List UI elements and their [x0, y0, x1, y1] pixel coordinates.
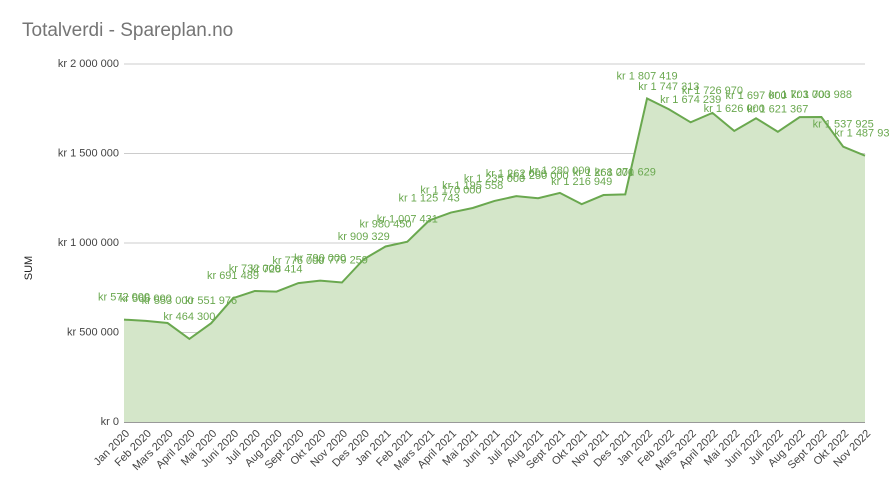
data-label: kr 776 000: [272, 255, 324, 267]
data-label: kr 1 250 000: [508, 170, 569, 182]
data-label: kr 1 216 949: [551, 176, 612, 188]
data-label: kr 1 697 000: [725, 90, 786, 102]
y-tick-label: kr 1 000 000: [58, 237, 119, 249]
data-label: kr 565 000: [120, 293, 172, 305]
data-label: kr 1 703 000: [769, 89, 830, 101]
data-label: kr 1 537 925: [813, 119, 874, 131]
area-line: [123, 97, 866, 341]
data-label: kr 691 489: [207, 270, 259, 282]
chart-title: Totalverdi - Spareplan.no: [22, 20, 233, 41]
data-label: kr 572 000: [98, 292, 150, 304]
data-label: kr 1 726 970: [682, 85, 743, 97]
data-label: kr 1 007 431: [377, 214, 438, 226]
y-tick-label: kr 1 500 000: [58, 147, 119, 159]
data-label: kr 1 195 558: [442, 180, 503, 192]
data-label: kr 1 621 367: [747, 104, 808, 116]
data-label: kr 732 000: [229, 263, 281, 275]
data-label: kr 1 626 000: [704, 103, 765, 115]
data-label: kr 1 268 000: [573, 167, 634, 179]
y-tick-label: kr 2 000 000: [58, 58, 119, 70]
data-label: kr 980 450: [360, 218, 412, 230]
data-label: kr 728 414: [251, 264, 303, 276]
data-label: kr 1 170 000: [420, 184, 481, 196]
data-label: kr 1 703 988: [791, 89, 852, 101]
data-label: kr 1 235 000: [464, 173, 525, 185]
data-label: kr 1 271 629: [595, 166, 656, 178]
data-label: kr 551 976: [185, 295, 237, 307]
data-label: kr 1 674 239: [660, 94, 721, 106]
data-label: kr 1 487 930: [834, 128, 889, 140]
data-label: kr 1 747 313: [638, 81, 699, 93]
y-axis-label: SUM: [23, 256, 35, 280]
data-label: kr 553 000: [142, 295, 194, 307]
data-label: kr 1 807 419: [616, 70, 677, 82]
data-label: kr 464 300: [163, 311, 215, 323]
data-label: kr 779 259: [316, 254, 368, 266]
data-label: kr 1 262 000: [486, 168, 547, 180]
data-label: kr 790 000: [294, 252, 346, 264]
data-label: kr 909 329: [338, 231, 390, 243]
area-fill: [124, 98, 865, 423]
y-tick-label: kr 500 000: [67, 326, 119, 338]
data-label: kr 1 280 000: [529, 165, 590, 177]
y-tick-label: kr 0: [101, 416, 119, 428]
data-label: kr 1 125 743: [399, 192, 460, 204]
